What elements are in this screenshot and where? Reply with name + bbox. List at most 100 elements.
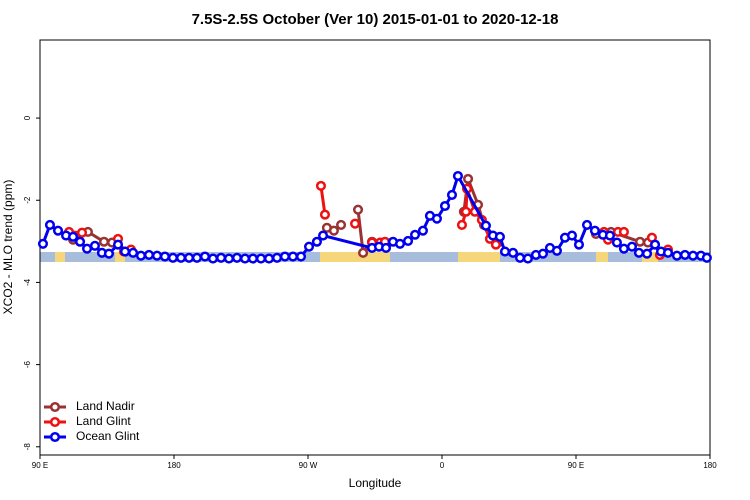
- y-tick-label: -4: [23, 278, 32, 286]
- point: [143, 249, 155, 260]
- point: [522, 253, 533, 264]
- y-tick-label: 0: [23, 115, 32, 120]
- point: [328, 225, 339, 236]
- point: [37, 238, 49, 249]
- point: [239, 253, 251, 264]
- x-axis-label: Longitude: [349, 476, 402, 490]
- point: [394, 238, 406, 249]
- point: [311, 236, 322, 247]
- point: [207, 253, 219, 264]
- point: [662, 247, 674, 258]
- point: [303, 241, 315, 252]
- point: [183, 252, 195, 263]
- point: [618, 226, 629, 237]
- legend-label: Land Nadir: [76, 399, 135, 413]
- point: [446, 189, 458, 200]
- point: [514, 252, 526, 263]
- point: [679, 249, 691, 260]
- legend-marker: [49, 401, 61, 413]
- y-tick-label: -2: [23, 196, 32, 204]
- point: [618, 243, 629, 254]
- x-tick-label: 90 E: [568, 461, 584, 470]
- point: [460, 206, 472, 217]
- point: [641, 248, 653, 259]
- point: [439, 200, 451, 212]
- y-tick-label: -8: [23, 443, 32, 451]
- point: [271, 252, 283, 263]
- point: [537, 248, 548, 259]
- point: [255, 253, 267, 264]
- point: [287, 251, 299, 262]
- point: [687, 250, 699, 261]
- point: [98, 236, 110, 247]
- x-tick-label: 0: [440, 461, 445, 470]
- point: [315, 180, 327, 191]
- legend-marker: [49, 431, 61, 443]
- point: [551, 245, 562, 256]
- legend-marker: [49, 416, 61, 428]
- point: [112, 239, 124, 250]
- point: [604, 230, 615, 241]
- point: [499, 246, 511, 257]
- point: [191, 252, 202, 263]
- y-tick-label: -6: [23, 361, 32, 369]
- point: [317, 230, 329, 241]
- point: [611, 237, 622, 248]
- point: [75, 236, 86, 247]
- point: [68, 231, 79, 242]
- point: [175, 252, 187, 263]
- point: [589, 225, 600, 236]
- point: [247, 253, 258, 264]
- point: [167, 252, 179, 263]
- point: [336, 219, 347, 230]
- point: [650, 239, 661, 250]
- legend-label: Ocean Glint: [76, 429, 140, 443]
- point: [494, 231, 505, 242]
- point: [223, 253, 234, 264]
- x-tick-label: 180: [703, 461, 717, 470]
- point: [403, 235, 414, 246]
- point: [380, 242, 392, 253]
- point: [263, 253, 275, 264]
- point: [633, 247, 645, 258]
- point: [634, 236, 646, 247]
- point: [199, 251, 211, 262]
- chart-title: 7.5S-2.5S October (Ver 10) 2015-01-01 to…: [192, 11, 559, 28]
- x-tick-label: 180: [167, 461, 181, 470]
- point: [452, 170, 463, 182]
- x-tick-label: 90 W: [299, 461, 318, 470]
- point: [279, 251, 290, 262]
- point: [463, 173, 474, 184]
- point: [701, 252, 712, 263]
- point: [44, 219, 56, 230]
- point: [507, 247, 519, 258]
- point: [431, 213, 442, 224]
- point: [76, 227, 88, 238]
- point: [215, 252, 227, 263]
- point: [566, 230, 578, 241]
- point: [581, 219, 593, 230]
- point: [319, 209, 331, 220]
- point: [151, 250, 163, 261]
- point: [81, 243, 93, 254]
- point: [417, 225, 428, 236]
- point: [231, 252, 243, 263]
- point: [295, 251, 307, 262]
- point: [89, 240, 100, 251]
- legend-label: Land Glint: [76, 414, 131, 428]
- y-axis-label: XCO2 - MLO trend (ppm): [1, 180, 15, 315]
- point: [159, 251, 170, 262]
- x-tick-label: 90 E: [32, 461, 48, 470]
- point: [480, 220, 491, 231]
- point: [119, 246, 131, 257]
- point: [358, 247, 369, 258]
- point: [135, 250, 146, 261]
- point: [352, 204, 364, 215]
- point: [490, 239, 501, 250]
- point: [626, 241, 638, 252]
- point: [410, 229, 421, 240]
- point: [349, 218, 361, 229]
- point: [671, 250, 682, 261]
- point: [573, 239, 585, 250]
